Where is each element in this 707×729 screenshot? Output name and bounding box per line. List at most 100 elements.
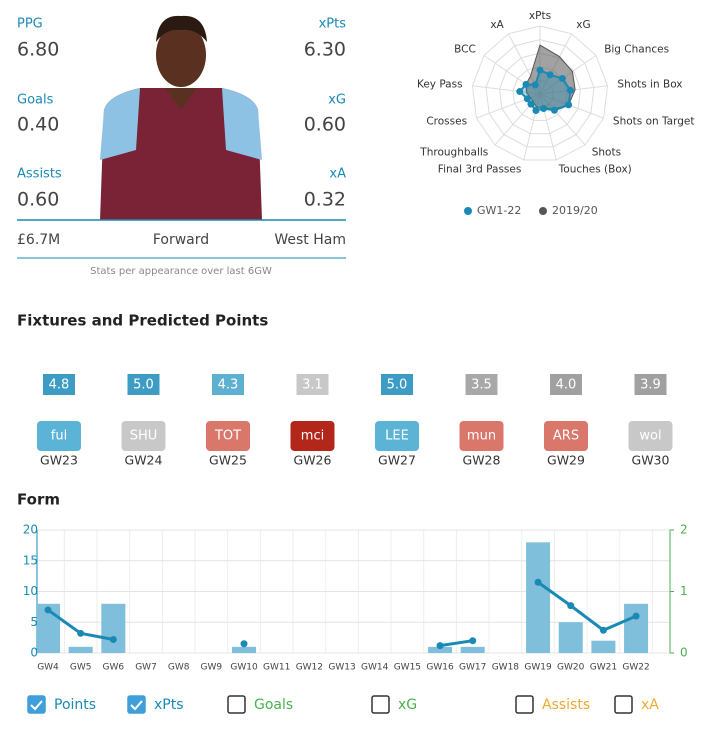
toggle-label[interactable]: xPts — [154, 697, 184, 713]
x-tick-label: GW7 — [135, 663, 157, 673]
radar-axis-label: xG — [576, 19, 590, 31]
x-tick-label: GW17 — [459, 663, 486, 673]
radar-ring — [471, 25, 609, 161]
x-tick-label: GW22 — [622, 663, 649, 673]
opponent-badge[interactable] — [544, 421, 588, 451]
x-tick-label: GW9 — [201, 663, 223, 673]
gameweek: GW24 — [125, 453, 163, 468]
note: Stats per appearance over last 6GW — [90, 266, 272, 277]
predicted-points: 3.1 — [302, 378, 323, 393]
y2-tick-label: 0 — [680, 646, 688, 660]
radar-axis-label: Big Chances — [604, 44, 669, 56]
opponent-badge[interactable] — [121, 421, 166, 451]
x-tick-label: GW19 — [524, 663, 552, 673]
opponent: TOT — [214, 429, 241, 444]
radar-axis-label: xPts — [529, 10, 551, 22]
predicted-points: 4.8 — [49, 378, 70, 393]
position: Forward — [153, 232, 209, 248]
gameweek: GW23 — [40, 453, 78, 468]
opponent-badge[interactable] — [375, 421, 419, 451]
stat-value: 0.32 — [304, 189, 346, 211]
opponent: mci — [301, 429, 324, 444]
x-tick-label: GW4 — [37, 663, 59, 673]
opponent-badge[interactable] — [459, 421, 504, 451]
gameweek: GW28 — [463, 453, 501, 468]
x-tick-label: GW6 — [103, 663, 125, 673]
toggle-label[interactable]: xA — [641, 697, 659, 713]
predicted-points-box — [465, 374, 498, 395]
bar — [591, 640, 616, 653]
gameweek: GW25 — [209, 453, 247, 468]
price: £6.7M — [17, 232, 60, 248]
x-tick-label: GW11 — [263, 663, 290, 673]
radar-point — [565, 101, 573, 109]
stat-value: 6.30 — [304, 39, 346, 61]
y-tick-label: 5 — [30, 615, 38, 629]
radar-axis-label: Key Pass — [417, 79, 463, 91]
predicted-points: 3.9 — [640, 378, 661, 393]
line-point — [567, 602, 575, 610]
line-point — [77, 629, 85, 637]
radar-axis-label: Final 3rd Passes — [438, 164, 522, 176]
line-point — [534, 578, 542, 586]
opponent: wol — [639, 429, 661, 444]
checkbox[interactable] — [515, 695, 534, 714]
opponent-badge[interactable] — [37, 421, 81, 451]
radar-point — [516, 88, 524, 96]
radar-axis-label: Shots in Box — [617, 79, 682, 91]
checkbox[interactable] — [127, 695, 146, 714]
section-title: Fixtures and Predicted Points — [17, 312, 268, 330]
y-tick-label: 20 — [23, 523, 38, 537]
stat-value: 6.80 — [17, 39, 59, 61]
checkbox[interactable] — [227, 695, 246, 714]
stat-label: xG — [328, 93, 346, 108]
radar-point — [522, 80, 530, 88]
line-point — [599, 626, 607, 634]
line-point — [240, 640, 248, 648]
stat-value: 0.40 — [17, 114, 59, 136]
radar-point — [531, 81, 539, 89]
legend-label: 2019/20 — [552, 204, 598, 217]
y-tick-label: 10 — [23, 584, 38, 598]
team: West Ham — [274, 232, 346, 248]
radar-axis-label: Shots on Target — [613, 116, 695, 128]
checkmark — [130, 700, 143, 711]
toggle-label[interactable]: Goals — [254, 697, 293, 713]
radar-axis-label: Crosses — [426, 116, 467, 128]
line-point — [436, 642, 444, 650]
x-tick-label: GW12 — [296, 663, 323, 673]
predicted-points-box — [212, 374, 244, 395]
stat-label: Goals — [17, 93, 54, 108]
gameweek: GW30 — [632, 453, 670, 468]
predicted-points-box — [634, 374, 667, 395]
opponent-badge[interactable] — [206, 421, 250, 451]
radar-point — [523, 95, 531, 103]
checkbox[interactable] — [371, 695, 390, 714]
bar — [558, 622, 583, 653]
opponent: ful — [51, 429, 67, 444]
x-tick-label: GW20 — [557, 663, 585, 673]
line-point — [469, 637, 477, 645]
checkbox[interactable] — [27, 695, 46, 714]
radar-axis-label: Shots — [592, 146, 621, 158]
opponent: LEE — [385, 429, 409, 444]
predicted-points: 5.0 — [387, 378, 408, 393]
toggle-label[interactable]: xG — [398, 697, 417, 713]
toggle-label[interactable]: Points — [54, 697, 96, 713]
toggle-label[interactable]: Assists — [542, 697, 590, 713]
radar-axis-label: xA — [490, 19, 504, 31]
opponent-badge[interactable] — [290, 421, 335, 451]
x-tick-label: GW14 — [361, 663, 389, 673]
bar — [101, 603, 126, 653]
line-point — [44, 606, 52, 614]
x-tick-label: GW13 — [328, 663, 355, 673]
predicted-points-box — [381, 374, 413, 395]
bar — [232, 646, 257, 653]
gameweek: GW29 — [547, 453, 585, 468]
stat-label: PPG — [17, 17, 43, 32]
x-tick-label: GW8 — [168, 663, 190, 673]
stat-label: Assists — [17, 167, 62, 182]
checkbox[interactable] — [614, 695, 633, 714]
opponent-badge[interactable] — [628, 421, 673, 451]
